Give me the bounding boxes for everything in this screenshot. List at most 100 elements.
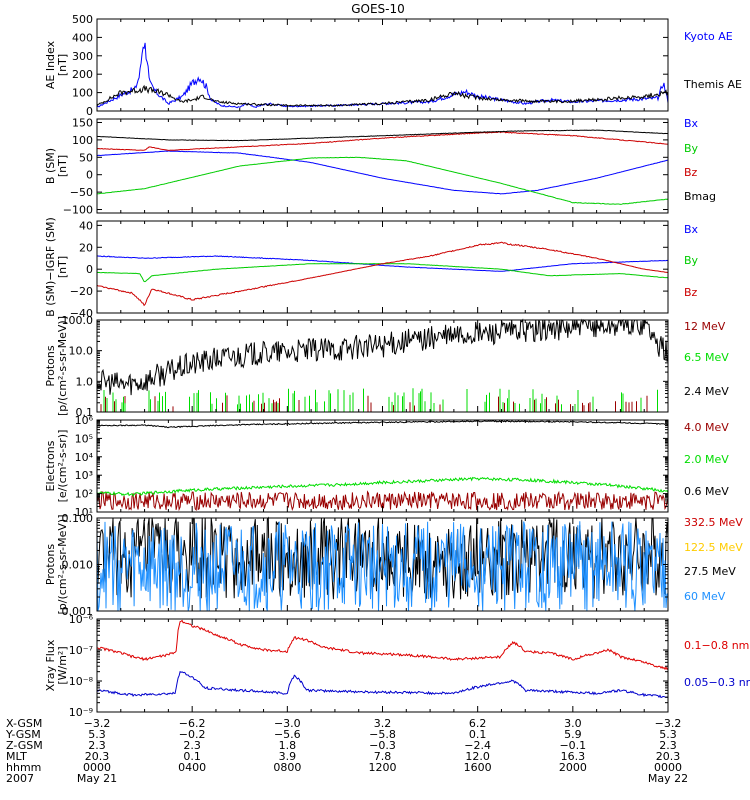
legend-bdiff-1: By [684, 254, 699, 267]
legend-protons_low-0: 12 MeV [684, 320, 726, 333]
ephem-value: 7.8 [374, 750, 392, 763]
ephem-value: 20.3 [656, 750, 681, 763]
legend-bsm-3: Bmag [684, 190, 716, 203]
legend-ae-1: Themis AE [683, 78, 742, 91]
ytick-label: 10² [75, 488, 93, 501]
ephem-value: 2.3 [88, 739, 106, 752]
ytick-label: 10⁴ [75, 451, 94, 464]
ephem-value: −3.2 [655, 717, 682, 730]
ytick-label: 0.010 [62, 559, 94, 572]
ytick-label: 40 [79, 219, 93, 232]
ephem-value: 1.8 [279, 739, 297, 752]
legend-xray-0: 0.1−0.8 nm [684, 639, 749, 652]
panel-frame [96, 618, 669, 713]
ephem-value: 0.1 [183, 750, 201, 763]
ytick-label: 10.0 [69, 345, 94, 358]
ytick-label: −20 [70, 285, 93, 298]
legend-xray-1: 0.05−0.3 nm [684, 676, 750, 689]
ephem-value: 2000 [559, 761, 587, 774]
ytick-label: 0 [86, 169, 93, 182]
ephem-value: −5.8 [369, 728, 396, 741]
series-bsm-2 [96, 131, 669, 152]
legend-protons_high-3: 60 MeV [684, 590, 726, 603]
ephem-row-label: hhmm [6, 761, 41, 774]
legend-bsm-1: By [684, 142, 699, 155]
ephem-value: 6.2 [469, 717, 487, 730]
series-bdiff-2 [96, 241, 669, 307]
ytick-label: 10¹ [75, 506, 93, 519]
y-axis-label: B (SM) [44, 148, 57, 184]
ephem-value: 5.3 [88, 728, 106, 741]
y-axis-label: [nT] [56, 256, 69, 278]
y-axis-label: B (SM)−IGRF (SM) [44, 217, 57, 317]
y-axis-label: [nT] [56, 155, 69, 177]
ytick-label: 20 [79, 241, 93, 254]
y-axis-label: AE Index [44, 40, 57, 89]
ytick-label: 50 [79, 151, 93, 164]
series-xray-1 [96, 670, 669, 699]
ephem-value: 0000 [654, 761, 682, 774]
ephem-value: 0400 [178, 761, 206, 774]
legend-protons_high-2: 27.5 MeV [684, 565, 736, 578]
y-axis-label: Electrons [44, 440, 57, 491]
year-label: 2007 [6, 772, 34, 785]
panel-frame [96, 118, 669, 214]
ephem-value: 2.3 [183, 739, 201, 752]
series-ae-0 [96, 42, 669, 109]
series-bdiff-1 [96, 263, 669, 283]
ytick-label: 10⁻⁹ [69, 706, 93, 719]
series-bdiff-0 [96, 255, 669, 272]
y-axis-label: [e/(cm²-s-sr)] [56, 430, 69, 503]
y-axis-label: [p/(cm²-s-sr-MeV)] [56, 316, 69, 416]
panel-frame [96, 18, 669, 112]
ephem-value: 2.3 [659, 739, 677, 752]
ephem-value: 3.2 [374, 717, 392, 730]
ephem-value: 1200 [369, 761, 397, 774]
series-protons_low-2 [96, 318, 669, 396]
ytick-label: 400 [72, 31, 93, 44]
series-bsm-3 [96, 129, 669, 142]
ytick-label: 10³ [75, 469, 93, 482]
legend-protons_low-2: 2.4 MeV [684, 385, 729, 398]
panel-frame [96, 319, 669, 413]
legend-bsm-0: Bx [684, 117, 699, 130]
ephem-value: 0.1 [469, 728, 487, 741]
series-protons_high-3 [96, 521, 669, 612]
panel-protons_high: 0.001 0.010 0.100 Protons [p/(cm²-s-sr-MeV)]… [44, 512, 743, 618]
ytick-label: −40 [70, 307, 93, 320]
ytick-label: 10⁻⁷ [69, 644, 93, 657]
ytick-label: 500 [72, 13, 93, 26]
ephem-value: −0.2 [179, 728, 206, 741]
legend-ae-0: Kyoto AE [684, 30, 733, 43]
legend-electrons-0: 4.0 MeV [684, 421, 729, 434]
ephem-value: 0800 [273, 761, 301, 774]
ytick-label: 10⁶ [75, 414, 94, 427]
ephem-value: −3.0 [274, 717, 301, 730]
ytick-label: −100 [63, 204, 93, 217]
panel-xray: 10⁻⁹ 10⁻⁸ 10⁻⁷ 10⁻⁶ Xray Flux [W/m²] 0.1−0.8 n… [44, 613, 750, 719]
ephem-value: 3.9 [279, 750, 297, 763]
legend-protons_low-1: 6.5 MeV [684, 351, 729, 364]
series-protons_low-0 [100, 395, 648, 412]
ephem-value: −6.2 [179, 717, 206, 730]
ephem-row-label: MLT [6, 750, 27, 763]
ephem-value: −2.4 [464, 739, 491, 752]
ephem-value: 0000 [83, 761, 111, 774]
series-electrons-1 [96, 476, 669, 497]
ytick-label: 10⁻⁸ [69, 675, 94, 688]
y-axis-label: Xray Flux [44, 639, 57, 691]
ephem-value: 5.3 [659, 728, 677, 741]
ephem-value: 3.0 [564, 717, 582, 730]
y-axis-label: Protons [44, 345, 57, 386]
panel-frame [96, 220, 669, 314]
panel-electrons: 10¹ 10² 10³ 10⁴ 10⁵ 10⁶ Electrons [e/(cm²-s-sr)… [44, 414, 729, 519]
legend-protons_high-0: 332.5 MeV [684, 516, 743, 529]
x-axis-ephemeris-rows: X-GSM −3.2 −6.2 −3.0 3.2 6.2 3.0 −3.2 Y-GSM 5.3 −0… [5, 717, 688, 785]
ytick-label: 0 [86, 105, 93, 118]
panel-protons_low: 0.1 1.0 10.0 100.0 Protons [p/(cm²-s-sr-MeV)]… [44, 314, 729, 419]
panel-bdiff: −40 −20 0 20 40 B (SM)−IGRF (SM) [nT] Bx By Bz [44, 217, 699, 320]
panel-bsm: −100 −50 0 50 100 150 B (SM) [nT] Bx By Bz Bmag [44, 116, 716, 216]
ephem-value: 1600 [464, 761, 492, 774]
ytick-label: 0.100 [62, 512, 94, 525]
